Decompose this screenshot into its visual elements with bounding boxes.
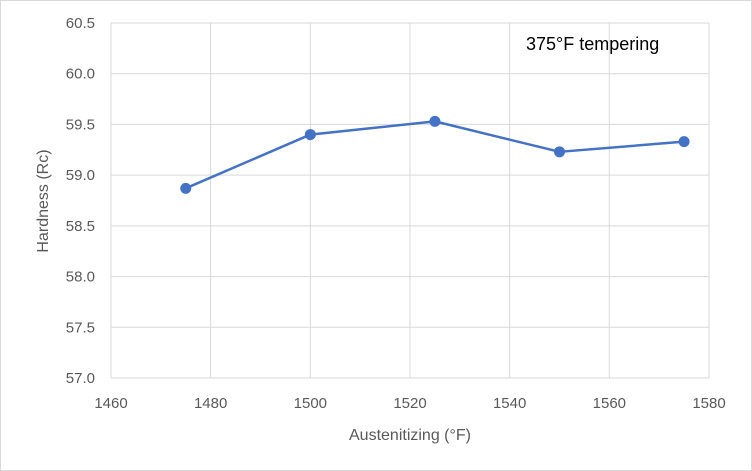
y-tick-label: 58.0 xyxy=(66,269,95,286)
x-tick-label: 1560 xyxy=(593,395,626,412)
y-tick-label: 59.5 xyxy=(66,116,95,133)
x-axis-title: Austenitizing (°F) xyxy=(349,427,471,444)
data-point xyxy=(678,136,690,148)
x-tick-label: 1460 xyxy=(94,395,127,412)
y-tick-labels: 57.0 57.5 58.0 58.5 59.0 59.5 60.0 60.5 xyxy=(66,15,95,387)
y-tick-label: 57.5 xyxy=(66,319,95,336)
x-tick-label: 1500 xyxy=(294,395,327,412)
y-tick-label: 57.0 xyxy=(66,370,95,387)
y-tick-label: 60.5 xyxy=(66,15,95,32)
data-point xyxy=(180,182,192,194)
gridlines xyxy=(110,22,710,379)
y-tick-label: 58.5 xyxy=(66,218,95,235)
x-tick-label: 1540 xyxy=(493,395,526,412)
series-layer xyxy=(180,115,690,194)
y-axis-title: Hardness (Rc) xyxy=(35,149,52,252)
x-tick-label: 1480 xyxy=(194,395,227,412)
x-tick-label: 1520 xyxy=(393,395,426,412)
data-point xyxy=(554,146,565,158)
chart-annotation: 375°F tempering xyxy=(526,34,659,54)
data-point xyxy=(429,115,441,127)
y-tick-label: 60.0 xyxy=(66,66,95,83)
x-tick-labels: 1460 1480 1500 1520 1540 1560 1580 xyxy=(94,395,725,412)
y-tick-label: 59.0 xyxy=(66,167,95,184)
data-point xyxy=(304,129,316,141)
x-tick-label: 1580 xyxy=(692,395,725,412)
